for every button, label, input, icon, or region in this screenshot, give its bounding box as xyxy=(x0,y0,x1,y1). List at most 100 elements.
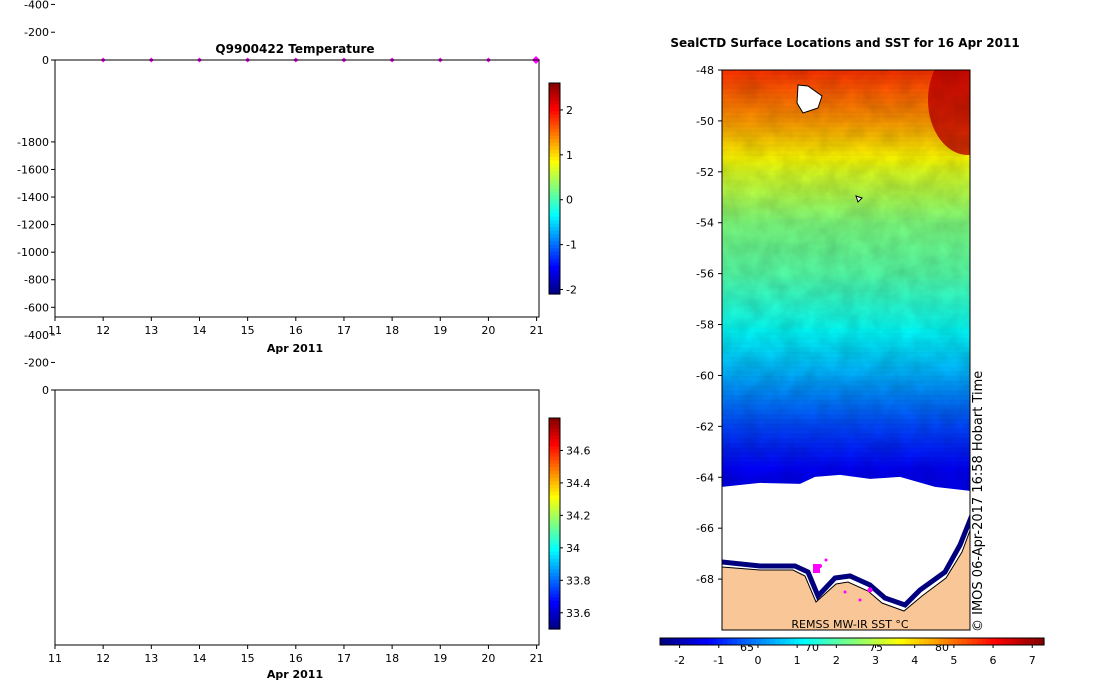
colorbar-step xyxy=(549,498,560,503)
x-tick-label: 13 xyxy=(144,652,158,665)
colorbar-step xyxy=(1034,638,1040,645)
colorbar-tick-label: 4 xyxy=(911,654,918,667)
colorbar-step xyxy=(799,638,805,645)
colorbar-step xyxy=(808,638,815,645)
latitude-tick-label: -48 xyxy=(696,64,714,77)
latitude-tick-label: -60 xyxy=(696,369,714,382)
colorbar-step xyxy=(549,167,560,172)
x-tick-label: 15 xyxy=(241,652,255,665)
colorbar-step xyxy=(549,456,560,461)
x-tick-label: 18 xyxy=(385,652,399,665)
colorbar-step xyxy=(549,216,560,221)
colorbar-step xyxy=(789,638,795,645)
colorbar-step xyxy=(727,638,733,645)
colorbar-step xyxy=(549,290,560,295)
colorbar-step xyxy=(549,463,560,468)
colorbar-tick-label: 33.8 xyxy=(566,574,591,587)
colorbar-step xyxy=(549,519,560,525)
colorbar-step xyxy=(549,432,560,437)
colorbar-step xyxy=(549,597,560,602)
colorbar-step xyxy=(760,638,767,645)
colorbar-step xyxy=(549,569,560,574)
colorbar-step xyxy=(549,184,560,190)
kerguelen-island xyxy=(796,84,823,114)
x-tick-label: 11 xyxy=(48,324,62,337)
colorbar-step xyxy=(549,565,560,570)
colorbar-step xyxy=(549,583,560,588)
temperature-colorbar-frame xyxy=(548,82,561,295)
colorbar-step xyxy=(549,558,560,563)
colorbar-step xyxy=(991,638,997,645)
colorbar-step xyxy=(732,638,738,645)
y-tick-label: -1400 xyxy=(17,191,49,204)
y-tick-label: -200 xyxy=(24,26,49,39)
colorbar-step xyxy=(549,607,560,613)
colorbar-step xyxy=(549,449,560,454)
colorbar-step xyxy=(549,516,560,521)
temperature-title: Q9900422 Temperature xyxy=(215,42,374,56)
colorbar-step xyxy=(549,163,560,168)
colorbar-step xyxy=(549,474,560,479)
colorbar-step xyxy=(986,638,992,645)
colorbar-step xyxy=(549,262,560,267)
temperature-xlabel: Apr 2011 xyxy=(267,342,323,355)
colorbar-step xyxy=(549,209,560,214)
x-tick-label: 17 xyxy=(337,652,351,665)
colorbar-step xyxy=(880,638,887,645)
seal-surface-location xyxy=(813,564,820,573)
colorbar-step xyxy=(919,638,925,645)
y-tick-label: -1000 xyxy=(17,246,49,259)
colorbar-step xyxy=(708,638,714,645)
colorbar-step xyxy=(736,638,743,645)
colorbar-step xyxy=(549,544,560,549)
sst-map-area xyxy=(722,70,970,630)
colorbar-step xyxy=(549,244,560,249)
x-tick-label: 17 xyxy=(337,324,351,337)
latitude-tick-label: -54 xyxy=(696,217,714,230)
colorbar-tick-label: 6 xyxy=(990,654,997,667)
colorbar-step xyxy=(549,572,560,577)
salinity-frame xyxy=(54,389,540,646)
seal-track-point xyxy=(824,558,828,562)
colorbar-step xyxy=(549,104,560,109)
colorbar-step xyxy=(549,195,560,200)
colorbar-step xyxy=(549,128,560,133)
colorbar-step xyxy=(549,223,560,228)
sst-map-frame xyxy=(721,69,971,631)
colorbar-step xyxy=(828,638,834,645)
colorbar-step xyxy=(549,470,560,475)
colorbar-step xyxy=(549,227,560,232)
colorbar-step xyxy=(549,488,560,493)
colorbar-step xyxy=(928,638,935,645)
temperature-x-axis: 11 12 13 14 15 16 17 18 19 20 21 xyxy=(48,317,544,337)
colorbar-step xyxy=(549,512,560,518)
temperature-colorbar: 2 1 0 -1 -2 xyxy=(548,82,577,297)
colorbar-tick-label: -2 xyxy=(674,654,685,667)
colorbar-step xyxy=(549,611,560,616)
colorbar-step xyxy=(871,638,877,645)
colorbar-step xyxy=(549,283,560,288)
colorbar-step xyxy=(688,638,695,645)
colorbar-step xyxy=(549,439,560,444)
latitude-tick-label: -66 xyxy=(696,522,714,535)
colorbar-tick-label: -1 xyxy=(713,654,724,667)
salinity-panel: 0-200-400-600-800-1000-1200-1400-1600-18… xyxy=(17,136,590,681)
colorbar-step xyxy=(938,638,944,645)
colorbar-step xyxy=(549,111,560,116)
colorbar-step xyxy=(549,146,560,151)
colorbar-step xyxy=(549,177,560,183)
colorbar-step xyxy=(1024,638,1031,645)
colorbar-step xyxy=(1039,638,1045,645)
colorbar-step xyxy=(549,265,560,270)
colorbar-step xyxy=(679,638,685,645)
x-tick-label: 19 xyxy=(433,324,447,337)
x-tick-label: 18 xyxy=(385,324,399,337)
colorbar-tick-label: 34.6 xyxy=(566,444,591,457)
colorbar-step xyxy=(549,523,560,528)
colorbar-step xyxy=(981,638,987,645)
colorbar-step xyxy=(895,638,901,645)
colorbar-step xyxy=(549,435,560,440)
x-tick-label: 20 xyxy=(481,652,495,665)
colorbar-step xyxy=(1020,638,1026,645)
